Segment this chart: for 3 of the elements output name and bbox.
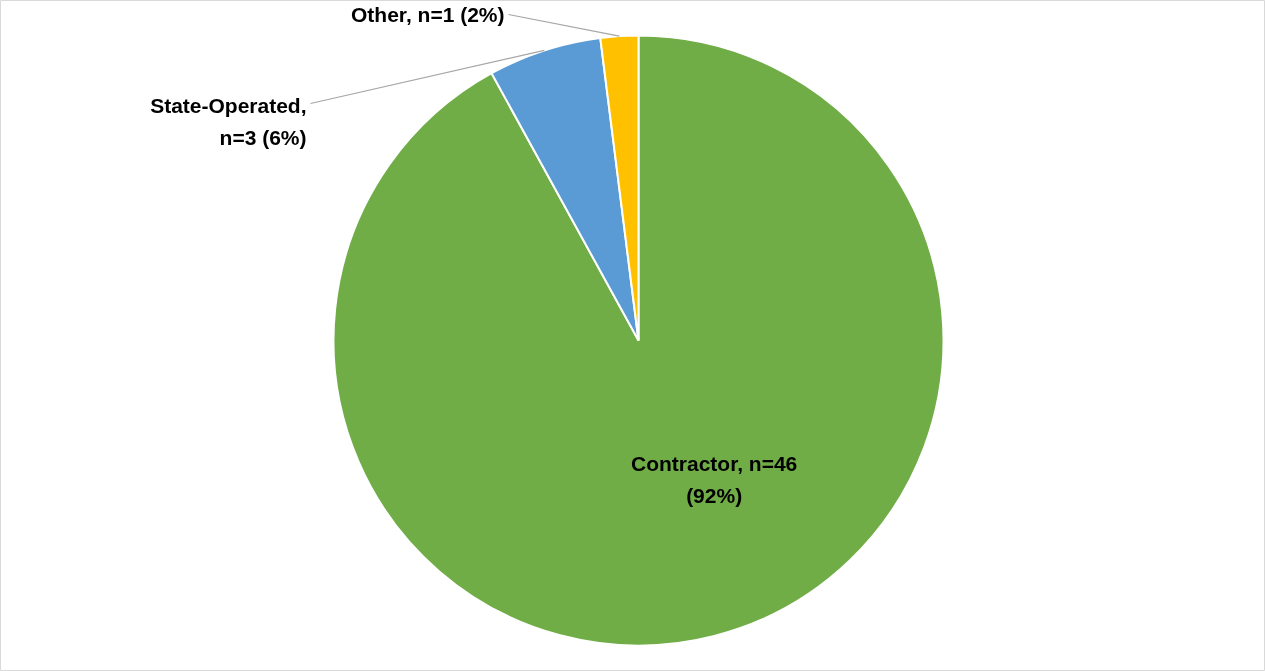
slice-label: Contractor, n=46 (92%) [631, 451, 798, 507]
slice-label: Other, n=1 (2%) [351, 3, 505, 26]
slice-label: State-Operated, n=3 (6%) [150, 93, 307, 150]
